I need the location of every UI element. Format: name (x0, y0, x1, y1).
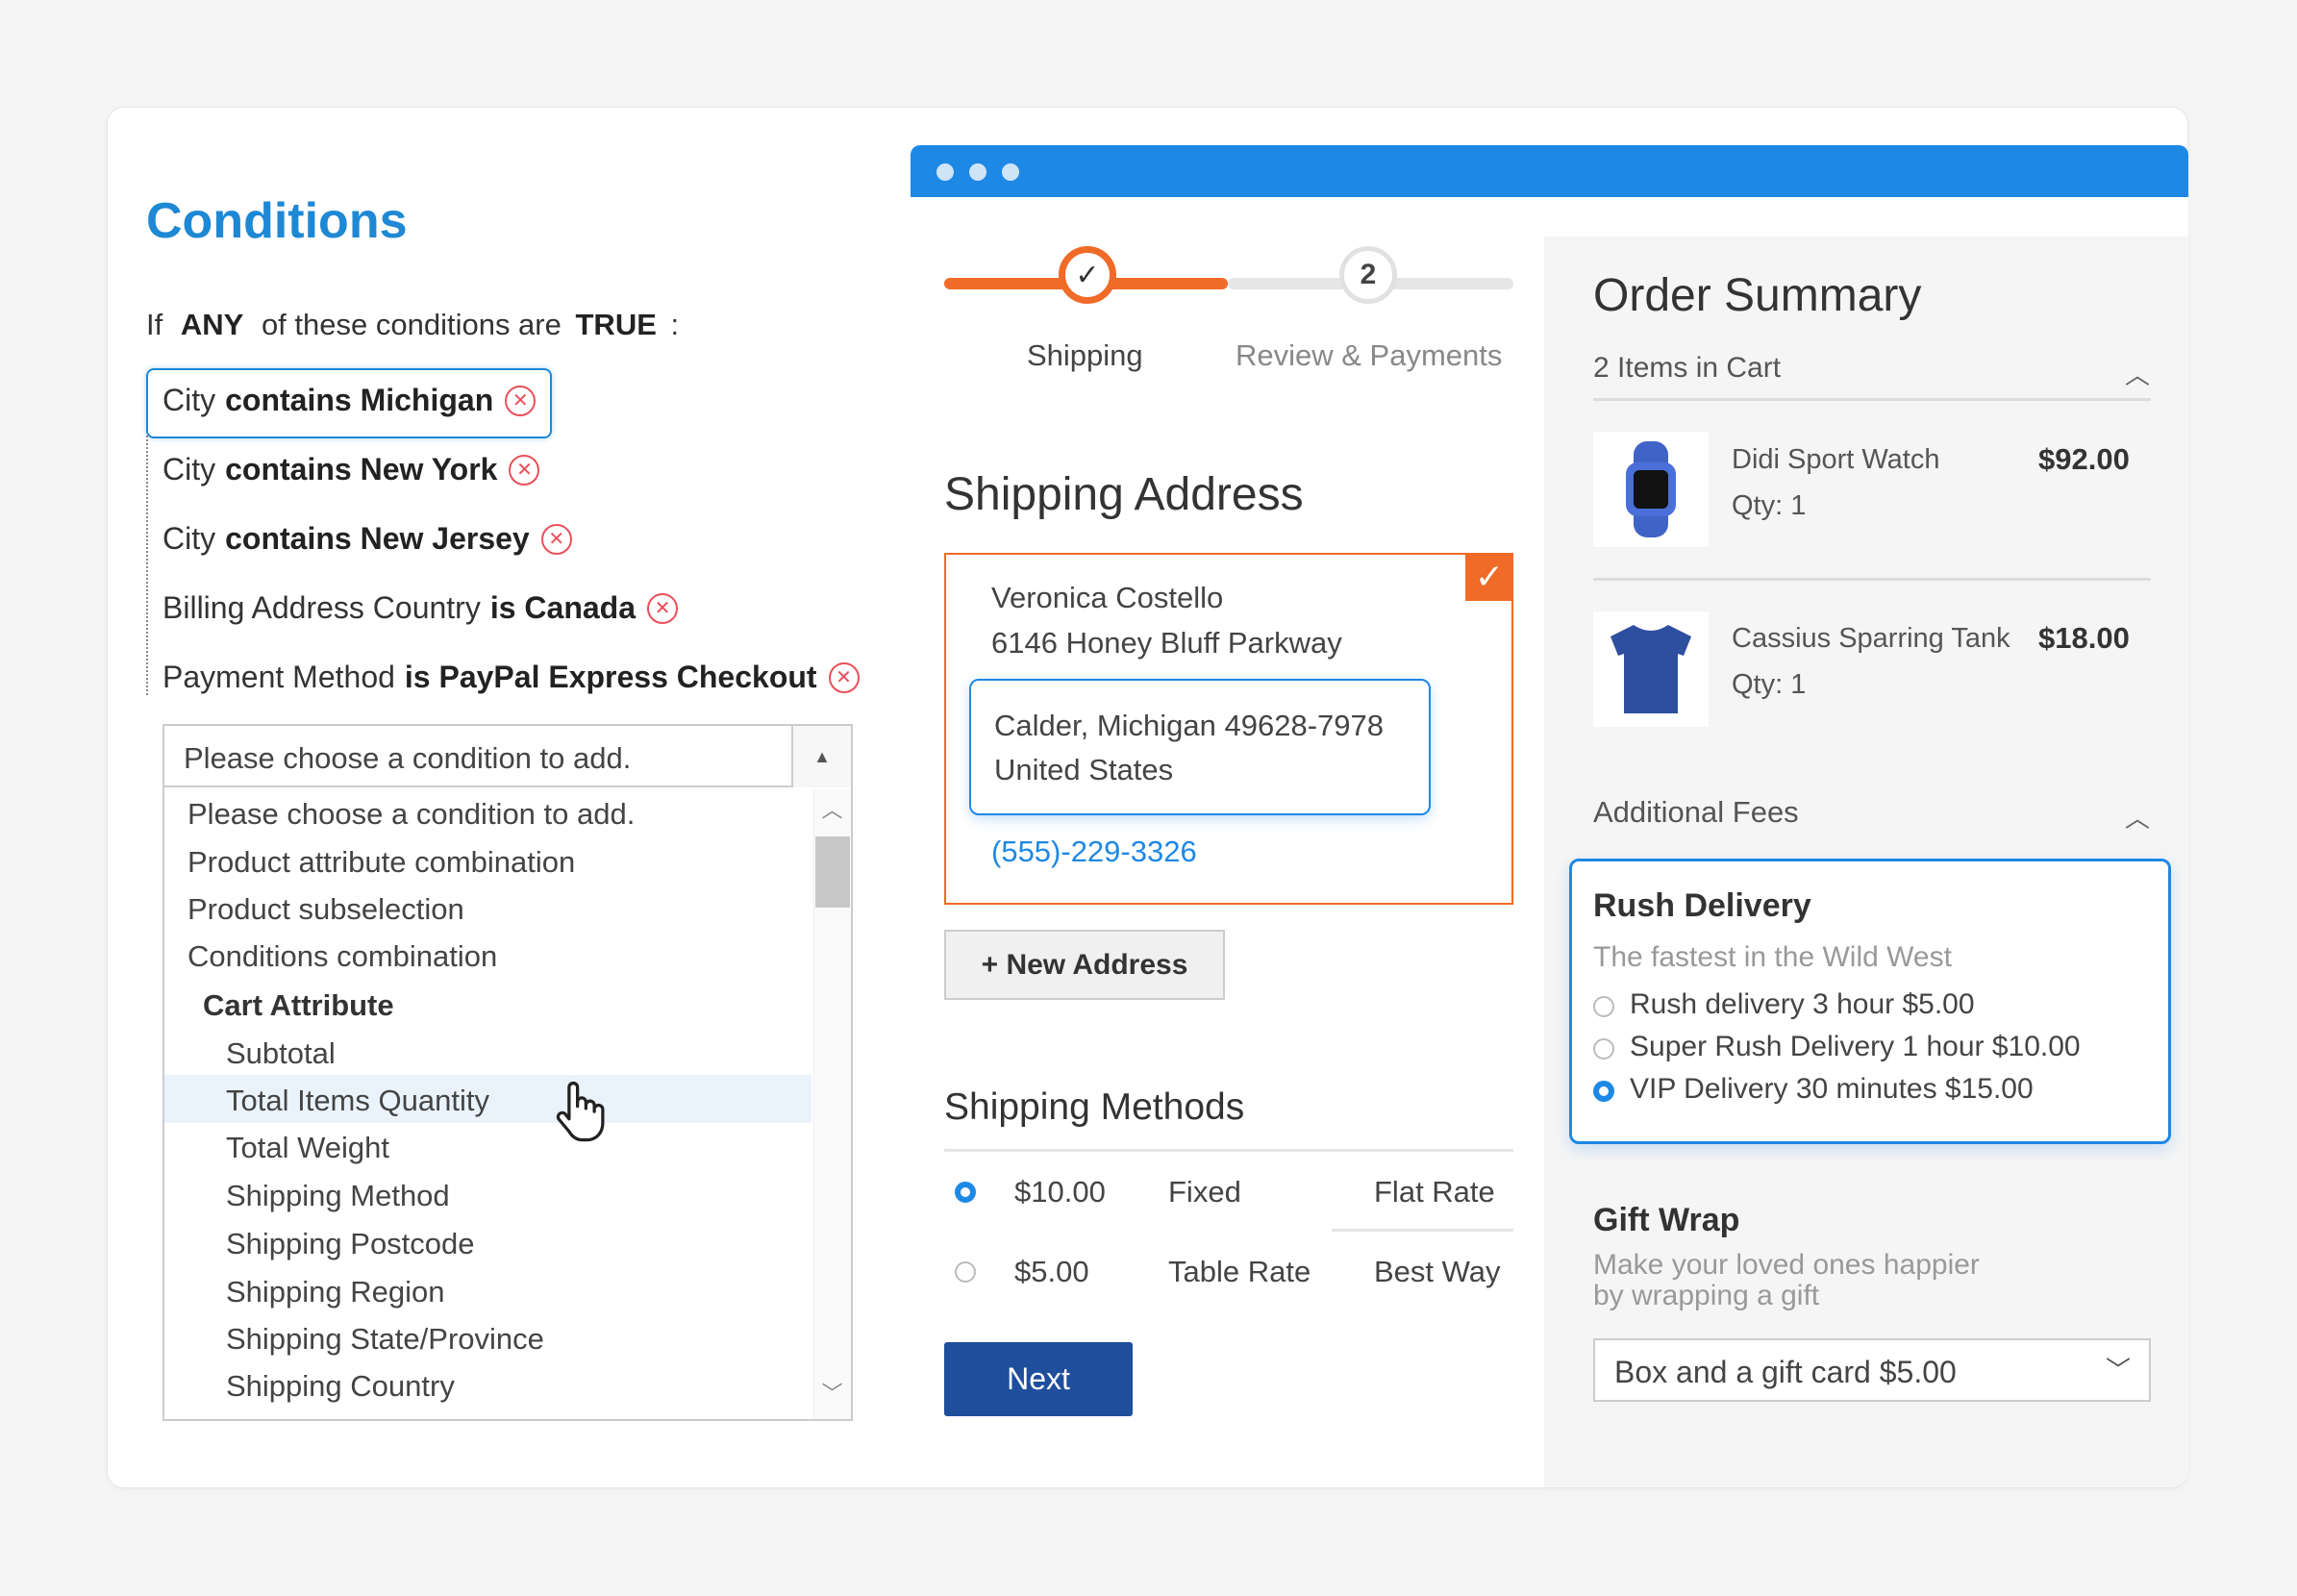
option-highlight (164, 1075, 811, 1123)
product-price: $92.00 (2038, 442, 2130, 476)
window-dot (936, 163, 954, 181)
step-label-review[interactable]: Review & Payments (1236, 338, 1503, 372)
gift-wrap-select[interactable]: Box and a gift card $5.00 (1593, 1338, 2151, 1402)
step-shipping-check-icon[interactable]: ✓ (1059, 246, 1116, 304)
gift-wrap-subtitle: Make your loved ones happier by wrapping… (1593, 1249, 1980, 1311)
rush-option-radio[interactable] (1593, 1081, 1614, 1102)
shipping-address-heading: Shipping Address (944, 469, 1304, 520)
divider (944, 1149, 1513, 1152)
chevron-up-icon[interactable]: ▲ (791, 726, 851, 787)
condition-option[interactable]: Please choose a condition to add. (187, 797, 636, 831)
product-name[interactable]: Didi Sport Watch (1732, 444, 1940, 475)
rush-delivery-subtitle: The fastest in the Wild West (1593, 941, 1952, 973)
remove-icon[interactable]: ✕ (828, 661, 860, 693)
window-dot (1002, 163, 1019, 181)
items-in-cart-toggle[interactable]: 2 Items in Cart (1593, 352, 1782, 384)
scrollbar-thumb[interactable] (815, 836, 850, 908)
additional-fees-toggle[interactable]: Additional Fees (1593, 795, 1799, 829)
rush-option-label[interactable]: Rush delivery 3 hour $5.00 (1630, 988, 1975, 1020)
step-review-number[interactable]: 2 (1339, 246, 1397, 304)
step-label-shipping[interactable]: Shipping (1027, 338, 1143, 372)
shipping-method-radio[interactable] (955, 1261, 976, 1283)
condition-option[interactable]: Product attribute combination (187, 845, 576, 879)
condition-option[interactable]: Total Weight (226, 1131, 390, 1164)
product-price: $18.00 (2038, 621, 2130, 655)
remove-icon[interactable]: ✕ (647, 592, 678, 624)
condition-tree-line (146, 431, 148, 695)
product-image[interactable] (1593, 611, 1709, 727)
window-dot (969, 163, 986, 181)
product-image[interactable] (1593, 432, 1709, 547)
condition-option[interactable]: Shipping Method (226, 1179, 450, 1212)
condition-select[interactable] (162, 724, 853, 1421)
condition-option[interactable]: Product subselection (187, 892, 464, 926)
condition-option[interactable]: Shipping State/Province (226, 1322, 544, 1356)
chevron-down-icon[interactable]: ﹀ (821, 1382, 843, 1406)
condition-option[interactable]: Conditions combination (187, 939, 498, 973)
condition-select-value[interactable]: Please choose a condition to add. (164, 726, 791, 787)
option-group-label: Cart Attribute (203, 988, 394, 1022)
rush-delivery-card (1569, 859, 2171, 1144)
divider (1332, 1229, 1513, 1232)
rush-option-radio[interactable] (1593, 996, 1614, 1017)
watch-icon (1626, 441, 1676, 537)
new-address-button[interactable]: + New Address (944, 930, 1225, 1000)
chevron-up-icon[interactable]: ︿ (821, 798, 843, 822)
rush-option-label[interactable]: VIP Delivery 30 minutes $15.00 (1630, 1073, 2034, 1105)
address-phone-link[interactable]: (555)-229-3326 (991, 835, 1197, 868)
product-name[interactable]: Cassius Sparring Tank (1732, 623, 2010, 654)
rush-option-label[interactable]: Super Rush Delivery 1 hour $10.00 (1630, 1031, 2081, 1062)
check-icon: ✓ (1465, 553, 1513, 601)
shipping-methods-heading: Shipping Methods (944, 1086, 1245, 1128)
condition-option[interactable]: Shipping Country (226, 1369, 455, 1403)
conditions-intro: If ANY of these conditions are TRUE : (146, 308, 680, 341)
chevron-down-icon[interactable]: ﹀ (2106, 1356, 2132, 1384)
hand-pointer-icon (556, 1081, 605, 1142)
condition-focus-box[interactable] (146, 368, 552, 438)
chevron-up-icon[interactable]: ︿ (2125, 804, 2151, 833)
condition-item[interactable]: Payment Method is PayPal Express Checkou… (162, 660, 860, 695)
divider (1593, 578, 2151, 581)
address-country: United States (994, 753, 1174, 786)
method-price: $5.00 (1014, 1255, 1089, 1288)
address-name: Veronica Costello (991, 581, 1224, 614)
address-street: 6146 Honey Bluff Parkway (991, 626, 1342, 660)
order-summary-heading: Order Summary (1593, 270, 1922, 321)
remove-icon[interactable]: ✕ (540, 523, 572, 555)
window-title-bar (911, 145, 2188, 197)
chevron-up-icon[interactable]: ︿ (2125, 361, 2151, 389)
condition-option[interactable]: Subtotal (226, 1036, 336, 1070)
method-carrier: Flat Rate (1374, 1175, 1495, 1209)
address-highlight-box (969, 679, 1431, 815)
condition-item[interactable]: City contains New Jersey ✕ (162, 521, 572, 557)
condition-item[interactable]: City contains New York ✕ (162, 452, 540, 487)
next-button[interactable]: Next (944, 1342, 1133, 1416)
condition-item[interactable]: City contains Michigan ✕ (162, 383, 537, 418)
conditions-title: Conditions (146, 193, 408, 249)
method-price: $10.00 (1014, 1175, 1106, 1209)
shipping-method-radio[interactable] (955, 1182, 976, 1203)
remove-icon[interactable]: ✕ (509, 454, 540, 486)
rush-option-radio[interactable] (1593, 1038, 1614, 1060)
product-qty: Qty: 1 (1732, 490, 1807, 521)
condition-option[interactable]: Total Items Quantity (226, 1084, 489, 1117)
method-type: Fixed (1168, 1175, 1241, 1209)
rush-delivery-title: Rush Delivery (1593, 887, 1811, 924)
address-city: Calder, Michigan 49628-7978 (994, 709, 1384, 742)
condition-option[interactable]: Shipping Region (226, 1275, 445, 1309)
remove-icon[interactable]: ✕ (505, 385, 537, 416)
method-type: Table Rate (1168, 1255, 1311, 1288)
divider (1593, 398, 2151, 401)
gift-wrap-title: Gift Wrap (1593, 1202, 1740, 1238)
method-carrier: Best Way (1374, 1255, 1501, 1288)
condition-item[interactable]: Billing Address Country is Canada ✕ (162, 590, 678, 626)
tank-top-icon (1610, 625, 1691, 713)
product-qty: Qty: 1 (1732, 669, 1807, 700)
condition-option[interactable]: Shipping Postcode (226, 1227, 475, 1260)
